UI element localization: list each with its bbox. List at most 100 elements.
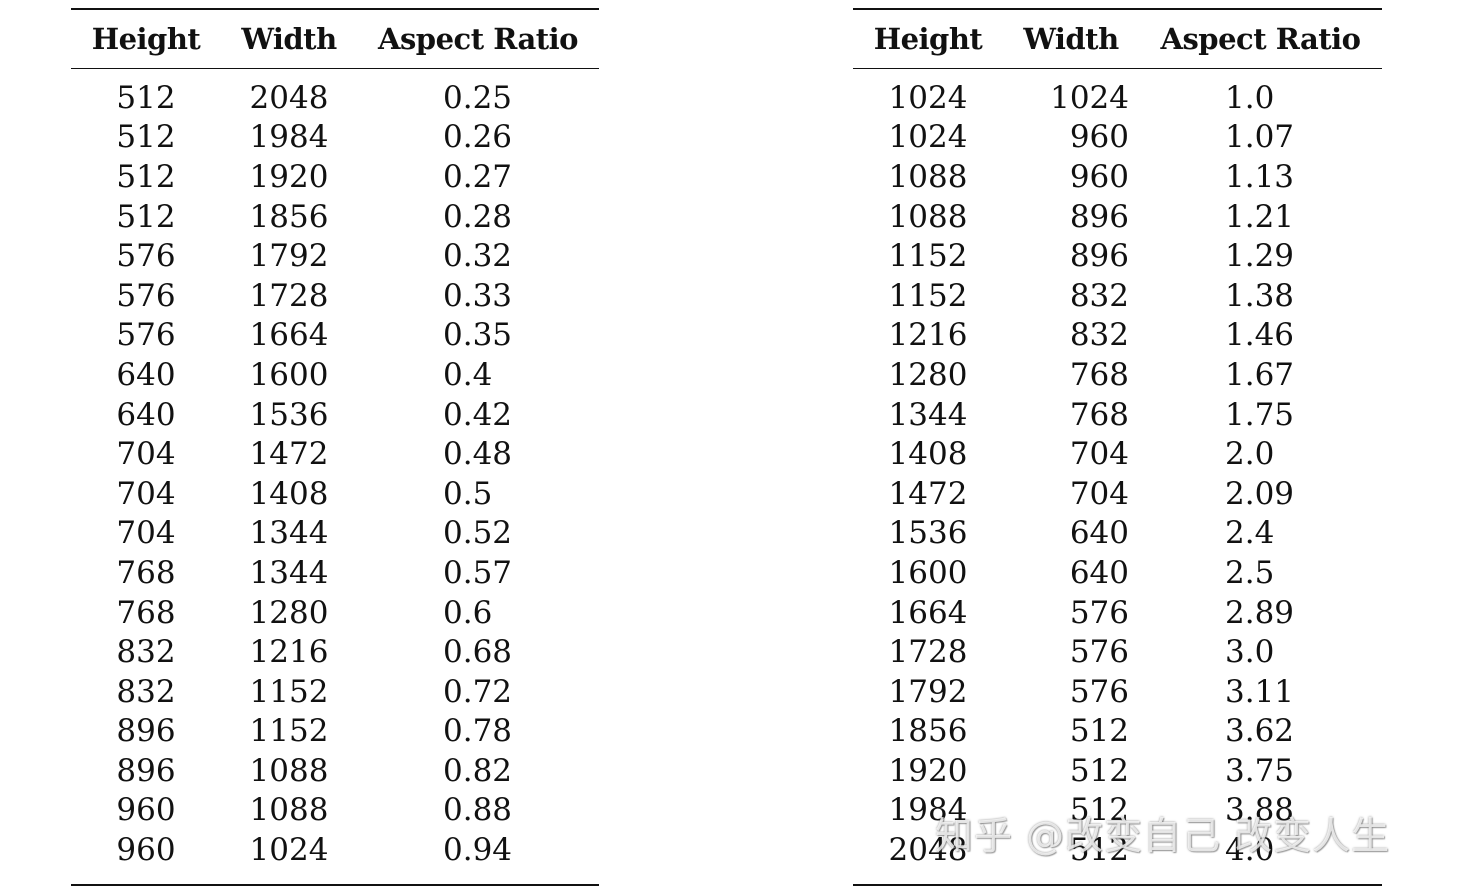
table-header-row: Height Width Aspect Ratio	[853, 10, 1382, 68]
cell-height: 704	[116, 475, 176, 512]
cell-height: 704	[116, 515, 176, 552]
cell-height: 640	[116, 396, 176, 433]
cell-height: 1600	[888, 554, 968, 591]
table-row: 2048 512 4.0	[853, 830, 1382, 870]
table-row: 1536 640 2.4	[853, 514, 1382, 554]
cell-width: 640	[1069, 515, 1129, 552]
cell-height: 832	[116, 673, 176, 710]
cell-aspect-ratio: 0.33	[443, 277, 513, 314]
table-header-row: Height Width Aspect Ratio	[71, 10, 599, 68]
table-row: 1152 832 1.38	[853, 276, 1382, 316]
cell-width: 832	[1069, 277, 1129, 314]
cell-width: 1152	[249, 713, 329, 750]
cell-height: 1280	[888, 356, 968, 393]
table-row: 704 1472 0.48	[71, 434, 599, 474]
cell-height: 512	[116, 198, 176, 235]
cell-width: 1024	[1050, 79, 1129, 116]
cell-height: 2048	[888, 832, 968, 869]
cell-width: 1664	[249, 317, 329, 354]
cell-aspect-ratio: 0.78	[443, 713, 513, 750]
cell-aspect-ratio: 0.25	[443, 79, 513, 116]
table-row: 1216 832 1.46	[853, 316, 1382, 356]
table-body: 1024 1024 1.0 1024 960 1.07 1088 960 1.13 1088 896…	[853, 69, 1382, 870]
cell-aspect-ratio: 0.27	[443, 158, 513, 195]
cell-aspect-ratio: 2.4	[1225, 515, 1275, 552]
cell-width: 2048	[249, 79, 329, 116]
table-bottom-rule	[71, 883, 599, 886]
cell-height: 512	[116, 119, 176, 156]
cell-width: 1344	[249, 554, 329, 591]
cell-width: 1728	[249, 277, 329, 314]
table-row: 1408 704 2.0	[853, 434, 1382, 474]
table-row: 1600 640 2.5	[853, 553, 1382, 593]
cell-aspect-ratio: 1.21	[1225, 198, 1295, 235]
cell-width: 1472	[249, 436, 329, 473]
table-row: 768 1344 0.57	[71, 553, 599, 593]
cell-height: 1792	[888, 673, 968, 710]
cell-aspect-ratio: 0.88	[443, 792, 513, 829]
cell-aspect-ratio: 0.68	[443, 634, 513, 671]
cell-aspect-ratio: 1.29	[1225, 238, 1295, 275]
cell-aspect-ratio: 3.11	[1225, 673, 1295, 710]
cell-aspect-ratio: 1.75	[1225, 396, 1295, 433]
cell-aspect-ratio: 0.28	[443, 198, 513, 235]
cell-height: 512	[116, 79, 176, 116]
table-bottom-rule	[853, 883, 1382, 886]
cell-width: 1920	[249, 158, 329, 195]
cell-height: 1408	[888, 436, 968, 473]
table-row: 960 1024 0.94	[71, 830, 599, 870]
cell-aspect-ratio: 0.57	[443, 554, 513, 591]
table-row: 512 1984 0.26	[71, 118, 599, 158]
cell-width: 704	[1069, 436, 1129, 473]
cell-width: 1536	[249, 396, 329, 433]
cell-width: 512	[1069, 832, 1129, 869]
table-row: 576 1792 0.32	[71, 236, 599, 276]
cell-height: 1984	[888, 792, 968, 829]
cell-aspect-ratio: 1.13	[1225, 158, 1295, 195]
cell-height: 832	[116, 634, 176, 671]
header-width: Width	[1023, 22, 1119, 56]
cell-width: 512	[1069, 713, 1129, 750]
header-aspect-ratio: Aspect Ratio	[1160, 22, 1361, 56]
cell-width: 1024	[249, 832, 329, 869]
cell-height: 1088	[888, 198, 968, 235]
table-row: 1344 768 1.75	[853, 395, 1382, 435]
cell-height: 1472	[888, 475, 968, 512]
table-row: 1984 512 3.88	[853, 791, 1382, 831]
cell-width: 512	[1069, 792, 1129, 829]
cell-height: 1024	[888, 79, 968, 116]
table-row: 768 1280 0.6	[71, 593, 599, 633]
cell-width: 576	[1069, 594, 1129, 631]
cell-width: 1088	[249, 752, 329, 789]
cell-aspect-ratio: 0.52	[443, 515, 513, 552]
cell-aspect-ratio: 1.07	[1225, 119, 1295, 156]
cell-aspect-ratio: 0.32	[443, 238, 513, 275]
table-row: 512 2048 0.25	[71, 78, 599, 118]
cell-aspect-ratio: 1.67	[1225, 356, 1295, 393]
cell-height: 768	[116, 594, 176, 631]
cell-height: 1536	[888, 515, 968, 552]
table-row: 1024 1024 1.0	[853, 78, 1382, 118]
cell-aspect-ratio: 1.46	[1225, 317, 1295, 354]
cell-height: 1152	[888, 277, 968, 314]
cell-aspect-ratio: 4.0	[1225, 832, 1275, 869]
table-header-rule	[853, 68, 1382, 69]
header-height: Height	[873, 22, 983, 56]
cell-height: 1728	[888, 634, 968, 671]
cell-width: 768	[1069, 396, 1129, 433]
cell-aspect-ratio: 3.75	[1225, 752, 1295, 789]
cell-aspect-ratio: 0.5	[443, 475, 493, 512]
cell-height: 1920	[888, 752, 968, 789]
cell-height: 1088	[888, 158, 968, 195]
cell-aspect-ratio: 0.94	[443, 832, 513, 869]
table-row: 832 1152 0.72	[71, 672, 599, 712]
cell-width: 1152	[249, 673, 329, 710]
cell-aspect-ratio: 0.48	[443, 436, 513, 473]
cell-height: 512	[116, 158, 176, 195]
table-row: 640 1600 0.4	[71, 355, 599, 395]
table-row: 512 1856 0.28	[71, 197, 599, 237]
table-row: 1792 576 3.11	[853, 672, 1382, 712]
table-row: 1728 576 3.0	[853, 632, 1382, 672]
table-row: 1088 896 1.21	[853, 197, 1382, 237]
cell-height: 1216	[888, 317, 968, 354]
